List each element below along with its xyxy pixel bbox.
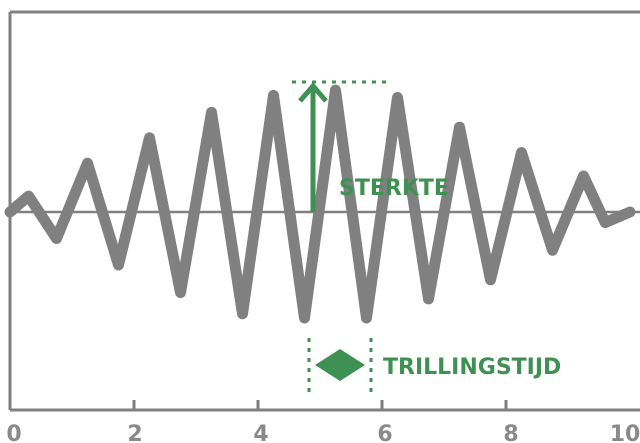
tick-label-4: 4 bbox=[253, 422, 268, 443]
tick-label-0: 0 bbox=[6, 422, 21, 443]
period-label: TRILLINGSTIJD bbox=[383, 355, 561, 380]
x-axis-ticks bbox=[132, 400, 508, 410]
wave-line bbox=[4, 84, 636, 324]
tick-label-8: 8 bbox=[503, 422, 518, 443]
period-indicator: TRILLINGSTIJD bbox=[307, 338, 561, 395]
period-diamond-icon bbox=[315, 349, 365, 381]
amplitude-indicator: STERKTE bbox=[292, 80, 449, 212]
tick-label-10: 10 bbox=[610, 422, 640, 443]
tick-label-2: 2 bbox=[127, 422, 142, 443]
amplitude-arrow-head-icon bbox=[298, 82, 328, 103]
x-axis-tick-labels: 0 2 4 6 8 10 bbox=[6, 422, 640, 443]
tick-label-6: 6 bbox=[377, 422, 392, 443]
amplitude-label: STERKTE bbox=[339, 176, 449, 201]
